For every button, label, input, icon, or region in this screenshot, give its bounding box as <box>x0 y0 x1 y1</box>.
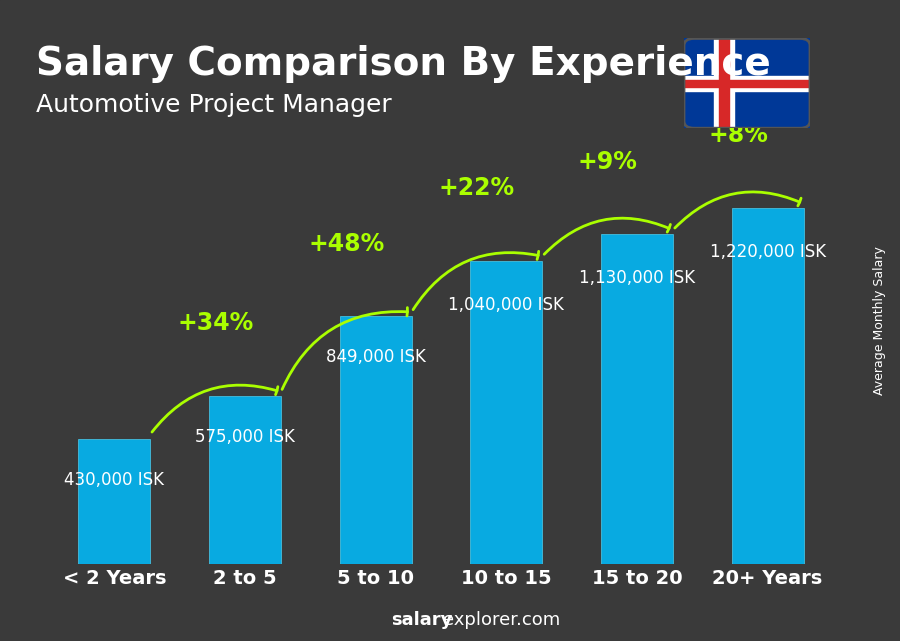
Text: 1,220,000 ISK: 1,220,000 ISK <box>709 243 825 261</box>
Text: salary: salary <box>392 612 453 629</box>
Bar <box>684 79 810 87</box>
Bar <box>684 76 810 90</box>
Bar <box>732 208 804 564</box>
Text: 1,040,000 ISK: 1,040,000 ISK <box>448 296 564 313</box>
Text: +22%: +22% <box>439 176 515 200</box>
Text: explorer.com: explorer.com <box>443 612 560 629</box>
Text: Automotive Project Manager: Automotive Project Manager <box>36 93 392 117</box>
Text: 575,000 ISK: 575,000 ISK <box>195 428 295 446</box>
Text: salaryexplorer.com: salaryexplorer.com <box>0 640 1 641</box>
Text: +48%: +48% <box>308 231 384 256</box>
Bar <box>601 235 673 564</box>
Text: 430,000 ISK: 430,000 ISK <box>65 470 165 488</box>
Bar <box>715 38 734 128</box>
Text: 1,130,000 ISK: 1,130,000 ISK <box>579 269 695 287</box>
Bar <box>78 438 150 564</box>
FancyBboxPatch shape <box>684 38 810 128</box>
Text: Average Monthly Salary: Average Monthly Salary <box>874 246 886 395</box>
Text: Salary Comparison By Experience: Salary Comparison By Experience <box>36 45 770 83</box>
Text: +9%: +9% <box>578 149 637 174</box>
Bar <box>209 396 281 564</box>
Text: 849,000 ISK: 849,000 ISK <box>326 349 426 367</box>
Bar <box>719 38 729 128</box>
Bar <box>471 261 543 564</box>
Text: +8%: +8% <box>708 123 769 147</box>
Text: +34%: +34% <box>177 312 254 335</box>
Bar <box>340 317 411 564</box>
